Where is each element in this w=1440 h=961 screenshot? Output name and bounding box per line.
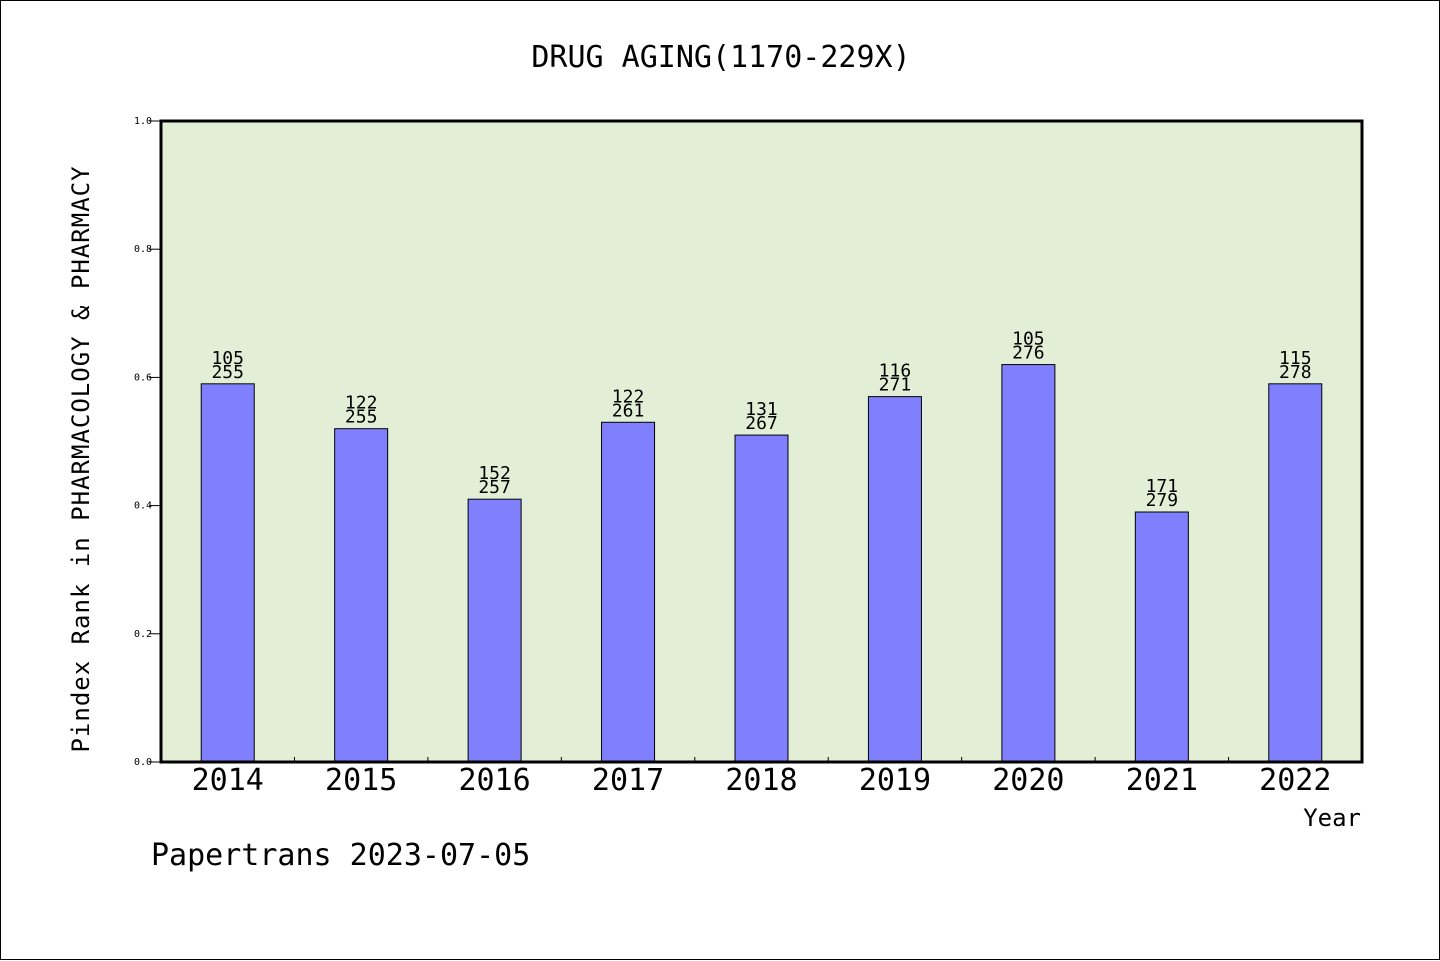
bar-label-bottom: 271 bbox=[879, 375, 912, 396]
bar-2022 bbox=[1268, 383, 1323, 763]
bar-label-bottom: 278 bbox=[1279, 362, 1312, 383]
bar-label-top: 116 bbox=[879, 361, 912, 382]
x-tick-label: 2018 bbox=[725, 763, 797, 798]
bar-2019 bbox=[867, 396, 922, 763]
bar-label-top: 122 bbox=[612, 386, 645, 407]
bar-label-bottom: 261 bbox=[612, 400, 645, 421]
bar-label-bottom: 267 bbox=[745, 413, 778, 434]
bar-label-bottom: 276 bbox=[1012, 343, 1045, 364]
bar-label-bottom: 279 bbox=[1146, 490, 1179, 511]
y-axis-label: Pindex Rank in PHARMACOLOGY & PHARMACY bbox=[67, 165, 95, 752]
x-tick-label: 2022 bbox=[1259, 763, 1331, 798]
bar-label-top: 152 bbox=[478, 463, 511, 484]
bar-label-top: 115 bbox=[1279, 348, 1312, 369]
bar-2016 bbox=[467, 498, 522, 763]
bar-label-top: 122 bbox=[345, 393, 378, 414]
y-tick-label: 1.0 bbox=[134, 116, 152, 127]
x-axis-label: Year bbox=[1303, 804, 1361, 832]
x-tick-label: 2017 bbox=[592, 763, 664, 798]
y-tick-label: 0.6 bbox=[134, 372, 152, 383]
x-tick-label: 2016 bbox=[458, 763, 530, 798]
bar-2020 bbox=[1001, 364, 1056, 763]
bar-label-bottom: 257 bbox=[478, 477, 511, 498]
bar-2021 bbox=[1134, 511, 1189, 763]
y-tick-label: 0.8 bbox=[134, 244, 152, 255]
y-ticks-group: 0.0 0.2 0.4 0.6 0.8 1.0 bbox=[134, 116, 161, 768]
y-tick-label: 0.4 bbox=[134, 501, 152, 512]
x-tick-label: 2019 bbox=[859, 763, 931, 798]
footer-note: Papertrans 2023-07-05 bbox=[151, 838, 530, 873]
y-tick-label: 0.0 bbox=[134, 757, 152, 768]
bar-2018 bbox=[734, 434, 789, 763]
x-tick-label: 2014 bbox=[192, 763, 264, 798]
chart-title: DRUG AGING(1170-229X) bbox=[531, 40, 910, 75]
x-tick-label: 2020 bbox=[992, 763, 1064, 798]
bar-label-top: 105 bbox=[211, 348, 244, 369]
y-tick-label: 0.2 bbox=[134, 629, 152, 640]
bar-2015 bbox=[334, 428, 389, 763]
x-ticks-group: 2014 2015 2016 2017 2018 2019 2020 2021 2022 bbox=[192, 757, 1331, 798]
bar-2014 bbox=[200, 383, 255, 763]
bar-label-top: 105 bbox=[1012, 329, 1045, 350]
plot-border bbox=[159, 119, 1364, 764]
bar-label-bottom: 255 bbox=[345, 407, 378, 428]
x-tick-label: 2021 bbox=[1126, 763, 1198, 798]
bar-label-bottom: 255 bbox=[211, 362, 244, 383]
bar-label-top: 131 bbox=[745, 399, 778, 420]
bar-2017 bbox=[601, 421, 656, 763]
x-tick-label: 2015 bbox=[325, 763, 397, 798]
bar-label-top: 171 bbox=[1146, 476, 1179, 497]
